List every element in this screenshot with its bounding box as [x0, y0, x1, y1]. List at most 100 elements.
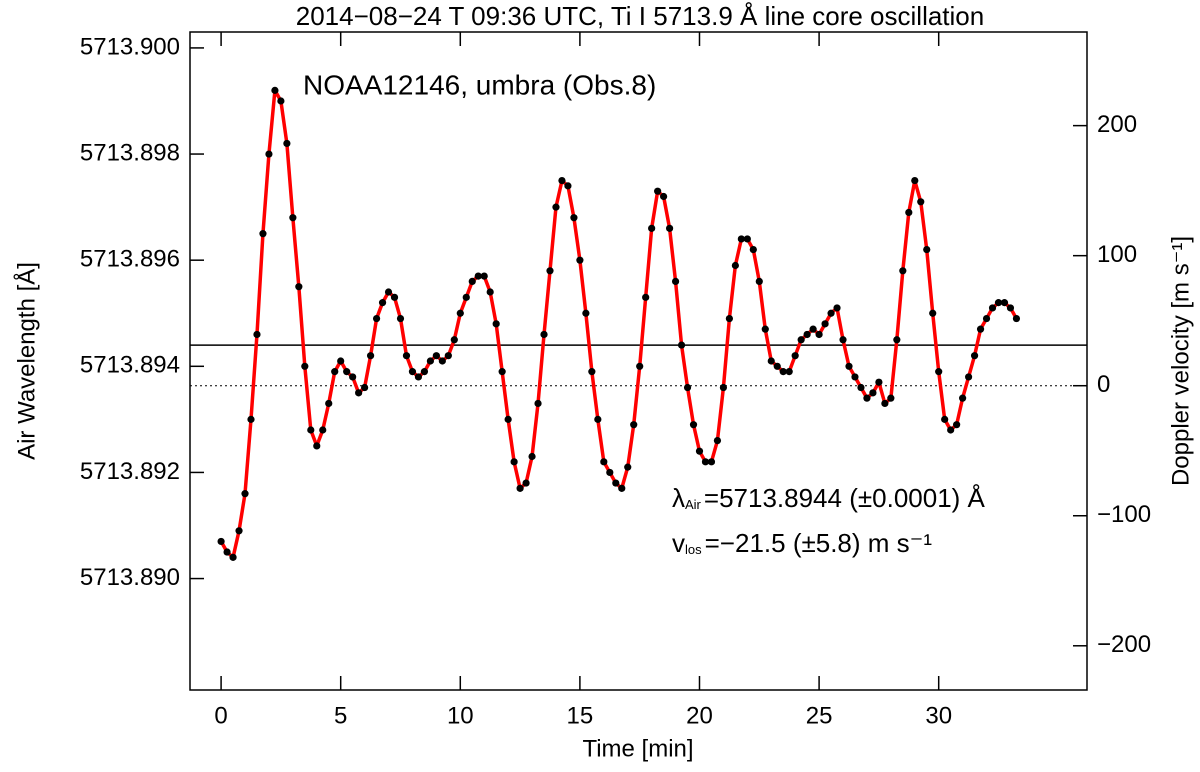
data-point — [755, 277, 763, 286]
data-point — [636, 362, 644, 370]
data-point — [815, 330, 823, 339]
data-point — [827, 309, 835, 317]
data-point — [510, 458, 518, 466]
data-point — [869, 389, 877, 397]
data-point — [235, 527, 243, 535]
data-point — [851, 373, 859, 381]
data-point — [546, 267, 554, 275]
x-tick-label: 20 — [686, 702, 713, 729]
data-point — [606, 468, 614, 477]
chart-title: 2014−08−24 T 09:36 UTC, Ti I 5713.9 Å li… — [296, 1, 984, 31]
data-point — [522, 479, 530, 487]
annotation: NOAA12146, umbra (Obs.8) — [303, 69, 656, 100]
data-point — [396, 314, 405, 323]
data-point — [749, 245, 757, 254]
data-point — [402, 352, 411, 360]
x-tick-label: 25 — [806, 702, 833, 729]
data-point — [582, 309, 590, 317]
data-point — [450, 336, 458, 344]
data-point — [839, 336, 847, 344]
data-point — [707, 458, 716, 466]
data-point — [857, 383, 865, 392]
data-point — [624, 463, 632, 471]
x-tick-label: 0 — [214, 702, 227, 729]
data-point — [677, 341, 686, 349]
x-axis-label: Time [min] — [582, 735, 693, 762]
y-axis-label: Air Wavelength [Å] — [12, 262, 40, 460]
y-tick-label: 5713.892 — [80, 458, 180, 485]
data-point — [970, 352, 979, 360]
data-point — [426, 357, 434, 365]
y2-tick-label: −200 — [1097, 631, 1151, 658]
data-point — [689, 421, 698, 429]
data-point — [301, 362, 309, 370]
x-tick-label: 10 — [447, 702, 474, 729]
data-point — [797, 336, 805, 344]
data-point — [462, 293, 470, 301]
data-point — [223, 548, 231, 556]
data-point — [307, 426, 315, 434]
data-point — [976, 325, 985, 333]
data-point — [588, 368, 596, 376]
data-point — [683, 383, 692, 392]
data-point — [875, 378, 883, 386]
data-point — [761, 325, 769, 333]
data-point — [982, 314, 991, 323]
data-point — [343, 368, 351, 376]
data-point — [355, 389, 363, 397]
stat-subscript: los — [685, 542, 702, 557]
data-point — [642, 293, 650, 301]
data-point — [671, 277, 680, 286]
data-point — [432, 352, 440, 360]
data-point — [253, 330, 261, 339]
data-point — [743, 235, 751, 243]
data-point — [648, 224, 656, 232]
plot-frame — [189, 31, 1088, 691]
data-point — [366, 352, 375, 360]
data-point — [295, 283, 303, 291]
data-point — [259, 230, 267, 238]
data-point — [941, 415, 949, 423]
data-point — [325, 399, 333, 408]
data-point — [229, 553, 237, 561]
data-point — [319, 426, 327, 434]
data-point — [408, 368, 417, 376]
data-point — [660, 192, 668, 201]
data-point — [498, 368, 506, 376]
y2-axis-label: Doppler velocity [m s⁻¹] — [1167, 236, 1194, 486]
data-point — [618, 484, 626, 492]
x-tick-label: 5 — [334, 702, 347, 729]
stat-value: =−21.5 (±5.8) m s⁻¹ — [705, 528, 933, 558]
data-point — [361, 383, 369, 392]
y-tick-label: 5713.890 — [80, 564, 180, 591]
data-point — [821, 320, 829, 328]
data-point — [283, 139, 291, 148]
data-point — [881, 399, 889, 408]
data-point — [905, 208, 913, 217]
data-point — [456, 309, 464, 317]
data-point — [767, 357, 775, 365]
y2-tick-label: 0 — [1097, 371, 1110, 398]
data-point — [247, 415, 255, 423]
x-tick-label: 30 — [925, 702, 952, 729]
y2-tick-label: 200 — [1097, 111, 1137, 138]
data-point — [444, 352, 452, 360]
data-point — [845, 362, 853, 370]
data-point — [959, 394, 967, 402]
data-point — [372, 314, 381, 323]
x-tick-label: 15 — [567, 702, 594, 729]
data-point — [809, 325, 817, 333]
data-point — [899, 267, 907, 275]
data-point — [540, 330, 548, 339]
y2-tick-label: 100 — [1097, 241, 1137, 268]
data-point — [492, 320, 500, 328]
data-point — [414, 373, 423, 381]
data-point — [964, 373, 973, 381]
data-point — [737, 235, 745, 243]
data-point — [863, 394, 871, 402]
data-point — [313, 442, 321, 450]
data-point — [438, 357, 446, 365]
data-point — [576, 256, 584, 264]
data-point — [558, 176, 566, 185]
